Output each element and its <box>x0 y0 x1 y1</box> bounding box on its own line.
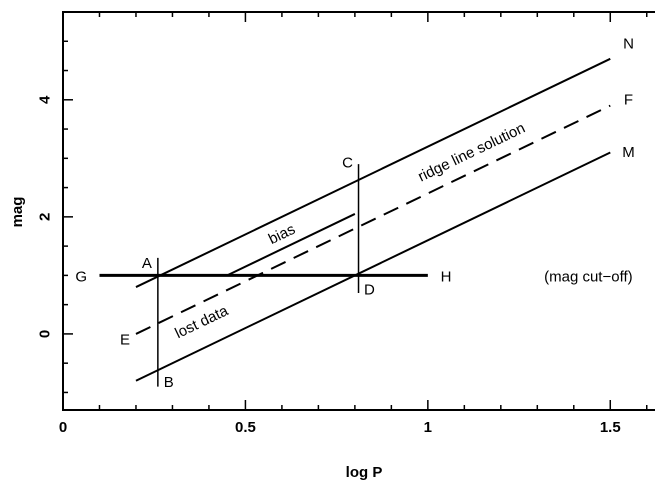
label-C: C <box>342 155 353 172</box>
label-D: D <box>364 282 375 299</box>
label-cutoff: (mag cut−off) <box>544 269 633 286</box>
y-axis-title: mag <box>9 197 26 228</box>
tick-labels: 0 0.5 1 1.5 0 2 4 <box>37 95 621 436</box>
x-tick-label: 1.5 <box>600 419 621 436</box>
y-tick-label: 2 <box>37 213 54 221</box>
label-N: N <box>623 36 634 53</box>
label-A: A <box>142 255 152 272</box>
line-N <box>135 57 611 288</box>
plot-frame <box>62 11 655 411</box>
label-lost: lost data <box>172 302 231 342</box>
y-tick-label: 4 <box>37 95 54 104</box>
x-tick-label: 0 <box>59 419 67 436</box>
label-G: G <box>75 269 87 286</box>
x-tick-label: 0.5 <box>235 419 256 436</box>
label-B: B <box>164 374 174 391</box>
line-M <box>135 151 611 382</box>
line-F <box>135 104 611 335</box>
x-tick-label: 1 <box>424 419 432 436</box>
label-H: H <box>441 269 452 286</box>
diagram-lines <box>99 57 611 387</box>
label-ridge: ridge line solution <box>415 119 528 185</box>
line-bias <box>226 213 356 277</box>
label-F: F <box>624 91 633 108</box>
label-E: E <box>120 331 130 348</box>
x-axis-title: log P <box>346 464 383 481</box>
label-M: M <box>622 144 635 161</box>
y-tick-label: 0 <box>37 330 54 338</box>
axis-ticks <box>62 12 648 410</box>
